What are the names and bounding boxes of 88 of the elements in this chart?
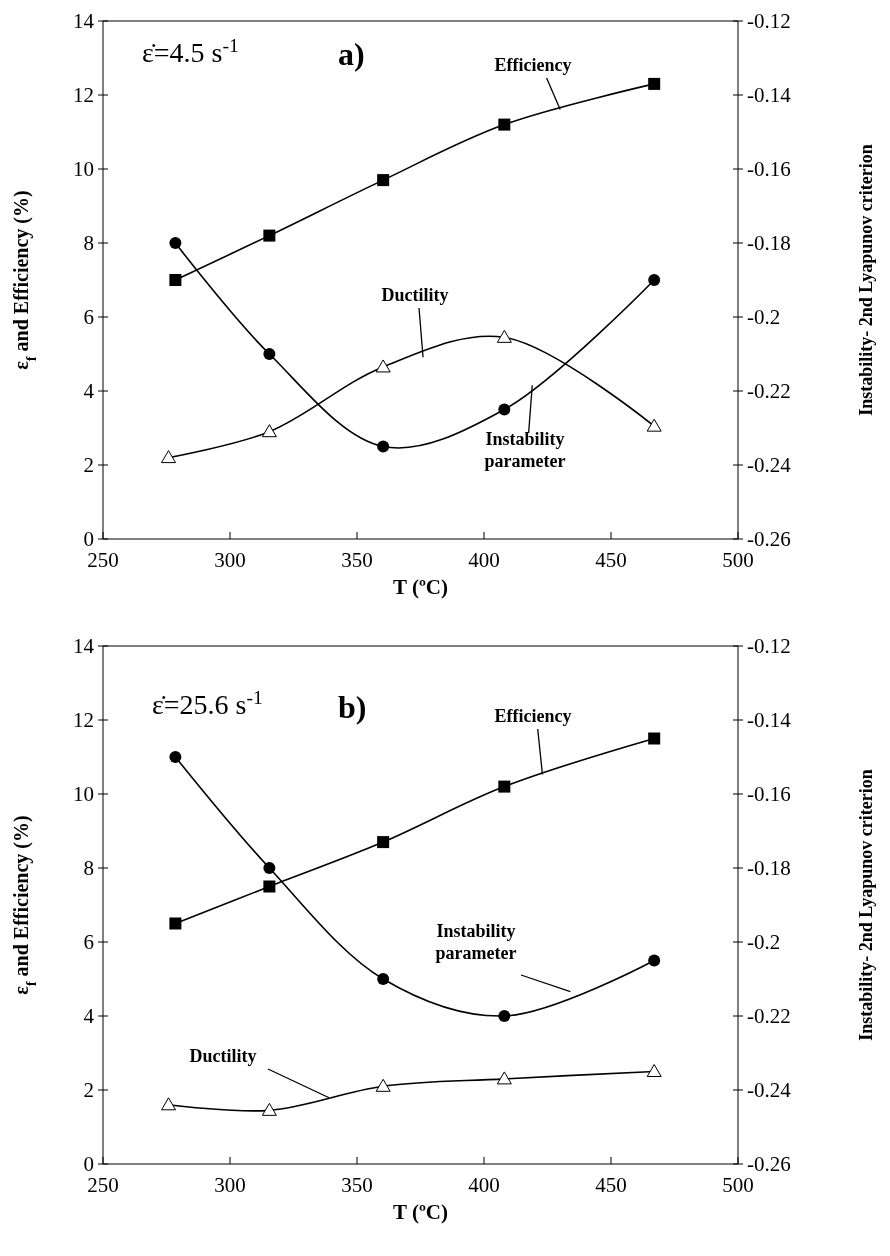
point <box>648 954 661 967</box>
y2-tick-label: -0.22 <box>747 379 791 403</box>
x-tick-label: 250 <box>87 1173 119 1197</box>
y2-tick-label: -0.2 <box>747 930 781 954</box>
y-tick-label: 2 <box>83 1078 94 1102</box>
y-tick-label: 10 <box>73 782 94 806</box>
point <box>648 274 661 286</box>
annotation: ε̇=25.6 s$^{-1}$ <box>152 686 263 720</box>
y-tick-label: 6 <box>83 305 94 329</box>
point <box>377 174 390 187</box>
y-tick-label: 0 <box>83 1152 94 1176</box>
y2-tick-label: -0.18 <box>747 856 791 880</box>
point <box>646 418 662 432</box>
point <box>263 862 276 874</box>
x-axis-title: T (ºC) <box>393 575 448 599</box>
y2-tick-label: -0.14 <box>747 708 792 732</box>
x-tick-label: 400 <box>468 1173 500 1197</box>
point <box>498 1010 511 1022</box>
point <box>169 274 182 286</box>
point <box>375 1078 391 1092</box>
x-axis-title: T (ºC) <box>393 1200 448 1224</box>
y-tick-label: 4 <box>83 379 95 403</box>
point <box>377 973 390 985</box>
point <box>377 836 390 849</box>
point <box>375 359 391 373</box>
y2-tick-label: -0.14 <box>747 83 792 107</box>
series-label: Efficiency <box>494 706 572 726</box>
y2-tick-label: -0.24 <box>747 1078 792 1102</box>
y-tick-label: 0 <box>83 527 94 551</box>
x-tick-label: 250 <box>87 548 119 572</box>
point <box>263 880 276 893</box>
point <box>496 1071 512 1085</box>
y-tick-label: 14 <box>73 634 95 658</box>
y-tick-label: 12 <box>73 708 94 732</box>
x-tick-label: 450 <box>595 1173 627 1197</box>
x-tick-label: 300 <box>214 1173 246 1197</box>
x-tick-label: 500 <box>722 548 754 572</box>
x-tick-label: 300 <box>214 548 246 572</box>
point <box>498 118 511 131</box>
y-tick-label: 6 <box>83 930 94 954</box>
point <box>648 732 661 745</box>
x-tick-label: 400 <box>468 548 500 572</box>
point <box>261 424 277 438</box>
x-tick-label: 350 <box>341 548 373 572</box>
point <box>169 751 182 763</box>
y2-tick-label: -0.12 <box>747 634 791 658</box>
x-tick-label: 450 <box>595 548 627 572</box>
point <box>169 237 182 249</box>
y-tick-label: 12 <box>73 83 94 107</box>
y2-tick-label: -0.2 <box>747 305 781 329</box>
point <box>498 780 511 793</box>
text: Ductility <box>189 1046 257 1066</box>
series-label: Instability parameter <box>484 429 566 471</box>
y2-tick-label: -0.16 <box>747 782 791 806</box>
series-label: Efficiency <box>494 55 572 75</box>
y-tick-label: 8 <box>83 856 94 880</box>
y2-tick-label: -0.26 <box>747 527 791 551</box>
annotation: a) <box>338 36 365 72</box>
y2-tick-label: -0.16 <box>747 157 791 181</box>
y-tick-label: 10 <box>73 157 94 181</box>
y-tick-label: 14 <box>73 9 95 33</box>
text: Ductility <box>381 285 449 305</box>
point <box>498 403 511 416</box>
point <box>261 1102 277 1116</box>
annotation: b) <box>338 689 367 725</box>
x-tick-label: 500 <box>722 1173 754 1197</box>
point <box>161 450 177 464</box>
y2-axis-title: Instability- 2nd Lyapunov criterion <box>856 769 876 1041</box>
y-tick-label: 2 <box>83 453 94 477</box>
y-tick-label: 8 <box>83 231 94 255</box>
point <box>377 440 390 453</box>
y2-tick-label: -0.18 <box>747 231 791 255</box>
y2-tick-label: -0.24 <box>747 453 792 477</box>
point <box>263 229 276 242</box>
annotation: ε̇=4.5 s$^{-1}$ <box>142 34 239 68</box>
point <box>648 77 661 90</box>
point <box>263 348 276 360</box>
y2-tick-label: -0.22 <box>747 1004 791 1028</box>
point <box>161 1097 177 1111</box>
point <box>169 917 182 930</box>
y-tick-label: 4 <box>83 1004 95 1028</box>
y2-axis-title: Instability- 2nd Lyapunov criterion <box>856 144 876 416</box>
y2-tick-label: -0.26 <box>747 1152 791 1176</box>
x-tick-label: 350 <box>341 1173 373 1197</box>
text: Instability parameter <box>435 921 517 963</box>
point <box>496 329 512 343</box>
y2-tick-label: -0.12 <box>747 9 791 33</box>
point <box>646 1064 662 1077</box>
